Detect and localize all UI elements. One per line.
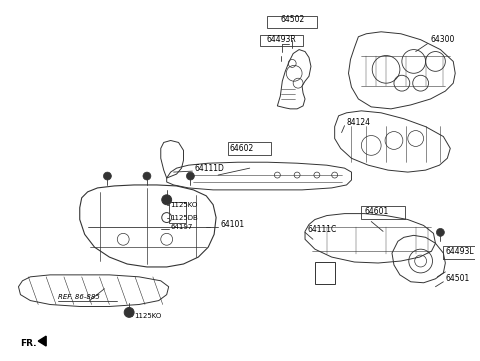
Bar xyxy=(228,143,271,155)
Circle shape xyxy=(143,172,151,180)
Text: FR.: FR. xyxy=(21,339,37,348)
Text: 64601: 64601 xyxy=(364,207,389,216)
Bar xyxy=(260,35,303,45)
Polygon shape xyxy=(38,336,46,346)
Bar xyxy=(315,262,335,284)
Text: 64493R: 64493R xyxy=(266,35,296,44)
Circle shape xyxy=(436,229,444,236)
Bar xyxy=(168,202,186,223)
Circle shape xyxy=(124,308,134,317)
Text: 64111C: 64111C xyxy=(307,225,336,234)
Bar xyxy=(444,246,480,259)
Circle shape xyxy=(104,172,111,180)
Bar xyxy=(361,206,405,218)
Text: 64197: 64197 xyxy=(171,225,193,230)
Text: 64101: 64101 xyxy=(220,220,244,229)
Circle shape xyxy=(162,195,172,205)
Text: 84124: 84124 xyxy=(347,118,371,127)
Text: 64493L: 64493L xyxy=(445,247,474,256)
Text: 64602: 64602 xyxy=(230,144,254,153)
Text: 64111D: 64111D xyxy=(194,164,224,173)
Text: 64501: 64501 xyxy=(445,274,469,283)
Text: 1125DB: 1125DB xyxy=(171,214,198,221)
Text: 1125KO: 1125KO xyxy=(171,202,198,208)
Bar xyxy=(267,16,317,28)
Text: REF. 86-885: REF. 86-885 xyxy=(58,293,100,300)
Text: 64502: 64502 xyxy=(280,16,304,25)
Text: 64300: 64300 xyxy=(431,35,455,44)
Text: 1125KO: 1125KO xyxy=(134,313,161,319)
Circle shape xyxy=(186,172,194,180)
